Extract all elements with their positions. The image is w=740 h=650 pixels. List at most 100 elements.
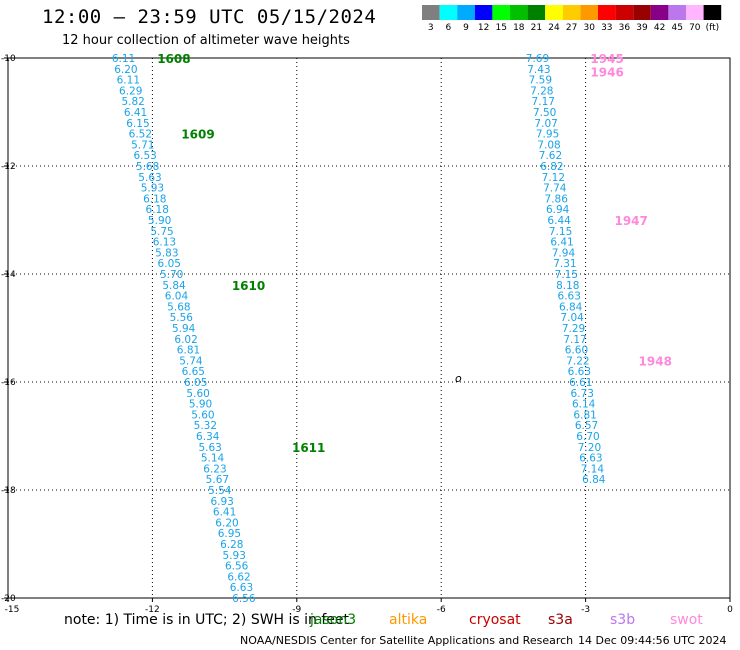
wave-height-value: 6.52 (129, 129, 152, 141)
legend-entry-s3a: s3a (548, 612, 573, 628)
x-tick-label: -6 (437, 605, 446, 615)
colorbar-swatch (492, 5, 510, 20)
wave-height-value: 5.90 (148, 215, 171, 227)
wave-height-value: 6.84 (559, 301, 583, 313)
colorbar-label: 9 (463, 23, 469, 33)
colorbar-label: 18 (513, 23, 525, 33)
wave-height-value: 6.93 (210, 496, 233, 508)
wave-height-value: 6.56 (225, 561, 249, 573)
pass-time-label: 1946 (590, 66, 623, 80)
page-title: 12:00 – 23:59 UTC 05/15/2024 (42, 6, 377, 28)
colorbar-swatch (650, 5, 669, 20)
y-tick-label: -12 (1, 162, 16, 172)
wave-height-value: 6.05 (184, 377, 207, 389)
wave-height-value: 6.62 (227, 571, 250, 583)
wave-height-value: 5.68 (167, 301, 190, 313)
credit-line: NOAA/NESDIS Center for Satellite Applica… (240, 634, 574, 647)
wave-height-value: 6.63 (568, 366, 591, 378)
wave-height-value: 6.56 (232, 593, 256, 605)
legend-entry-cryosat: cryosat (469, 612, 521, 628)
wave-height-value: 6.14 (572, 399, 596, 411)
y-tick-label: -20 (1, 594, 16, 604)
colorbar-label: 70 (689, 23, 701, 33)
x-tick-label: -9 (292, 605, 301, 615)
wave-height-value: 7.15 (549, 226, 572, 238)
wave-height-value: 7.17 (563, 334, 586, 346)
wave-height-value: 6.29 (119, 85, 142, 97)
wave-height-value: 6.84 (582, 474, 606, 486)
wave-height-value: 6.73 (571, 388, 594, 400)
wave-height-value: 5.60 (186, 388, 209, 400)
wave-height-value: 7.31 (553, 258, 576, 270)
colorbar-swatch (474, 5, 493, 20)
map-grid (8, 58, 730, 598)
wave-height-value: 6.41 (550, 237, 573, 249)
wave-height-value: 6.63 (558, 291, 581, 303)
wave-height-value: 6.15 (126, 118, 149, 130)
wave-height-value: 6.11 (112, 53, 135, 65)
colorbar-label: (ft) (706, 23, 720, 33)
wave-height-value: 5.82 (121, 96, 144, 108)
colorbar-swatch (668, 5, 686, 20)
y-tick-label: -18 (1, 486, 16, 496)
wave-height-value: 5.63 (138, 172, 161, 184)
wave-height-value: 6.70 (576, 431, 599, 443)
colorbar-swatch (510, 5, 528, 20)
wave-height-value: 6.13 (153, 237, 176, 249)
pass-time-label: 1611 (292, 441, 325, 455)
wave-height-value: 5.75 (150, 226, 173, 238)
wave-height-value: 7.59 (529, 75, 552, 87)
wave-height-value: 6.65 (182, 366, 205, 378)
colorbar-label: 6 (446, 23, 452, 33)
legend-entry-jason3: jason3 (310, 612, 357, 628)
wave-height-value: 5.54 (208, 485, 232, 497)
wave-height-value: 6.81 (573, 409, 596, 421)
colorbar-swatch (422, 5, 440, 20)
colorbar-label: 24 (548, 23, 560, 33)
colorbar-label: 42 (654, 23, 665, 33)
wave-height-value: 6.28 (220, 539, 243, 551)
colorbar-swatch (545, 5, 563, 20)
pass-time-label: 1609 (181, 128, 214, 142)
wave-height-value: 7.50 (533, 107, 556, 119)
wave-height-value: 7.04 (560, 312, 584, 324)
wave-height-value: 7.95 (536, 129, 559, 141)
wave-height-value: 5.94 (172, 323, 196, 335)
wave-height-value: 5.71 (131, 139, 154, 151)
wave-height-value: 5.63 (198, 442, 221, 454)
wave-height-value: 6.60 (565, 345, 588, 357)
island-marker: o (455, 372, 462, 385)
wave-height-value: 7.29 (562, 323, 585, 335)
wave-height-value: 6.04 (165, 291, 189, 303)
legend-entry-swot: swot (670, 612, 703, 628)
x-tick-label: -15 (5, 605, 20, 615)
wave-height-value: 7.94 (552, 247, 576, 259)
wave-height-value: 7.17 (532, 96, 555, 108)
colorbar-swatch (580, 5, 598, 20)
wave-height-value: 6.11 (117, 75, 140, 87)
x-tick-label: -3 (581, 605, 590, 615)
generated-timestamp: 14 Dec 09:44:56 UTC 2024 (578, 634, 727, 647)
wave-height-value: 7.20 (578, 442, 601, 454)
wave-height-value: 6.02 (174, 334, 197, 346)
colorbar-swatch (562, 5, 581, 20)
wave-height-value: 7.22 (566, 355, 589, 367)
wave-height-value: 6.18 (146, 204, 169, 216)
wave-height-value: 7.74 (543, 183, 567, 195)
wave-height-value: 5.83 (155, 247, 178, 259)
y-tick-label: -16 (1, 378, 16, 388)
wave-height-value: 6.82 (540, 161, 563, 173)
wave-height-value: 5.60 (191, 409, 214, 421)
page-subtitle: 12 hour collection of altimeter wave hei… (62, 33, 350, 48)
y-tick-label: -14 (1, 270, 16, 280)
wave-height-value: 7.28 (530, 85, 553, 97)
wave-height-value: 6.34 (196, 431, 220, 443)
wave-height-value: 7.69 (526, 53, 549, 65)
colorbar: 3 6 9 12 15 18 21 24 27 30 33 36 39 42 45 70 (ft) (422, 5, 722, 33)
wave-height-value: 5.74 (179, 355, 203, 367)
wave-height-value: 7.15 (555, 269, 578, 281)
colorbar-label: 3 (428, 23, 434, 33)
colorbar-swatch (439, 5, 458, 20)
